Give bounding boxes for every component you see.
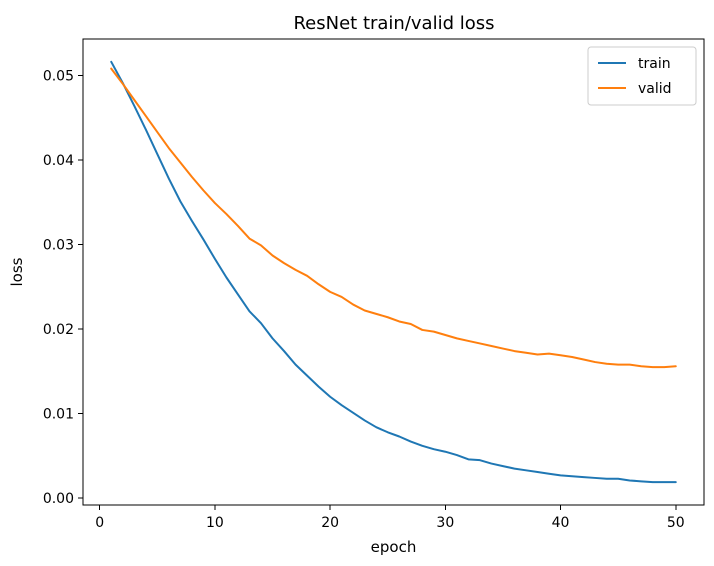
x-tick-label: 0 xyxy=(95,515,104,531)
x-axis-ticks: 0 10 20 30 40 50 xyxy=(95,505,685,531)
series-line-train xyxy=(110,60,677,484)
x-tick-label: 20 xyxy=(321,515,339,531)
x-tick-label: 40 xyxy=(552,515,570,531)
y-tick-label: 0.03 xyxy=(43,238,74,254)
y-tick-label: 0.04 xyxy=(43,153,74,169)
chart-title: ResNet train/valid loss xyxy=(293,13,494,34)
x-tick-label: 10 xyxy=(206,515,224,531)
legend-box xyxy=(587,46,697,106)
y-tick-label: 0.05 xyxy=(43,68,74,84)
series-line-valid xyxy=(110,67,677,369)
x-axis-label: epoch xyxy=(371,538,417,556)
y-tick-label: 0.01 xyxy=(43,407,74,423)
legend-label-valid: valid xyxy=(638,81,672,97)
legend: train valid xyxy=(587,46,697,106)
legend-label-train: train xyxy=(638,56,671,72)
y-tick-label: 0.02 xyxy=(43,322,74,338)
x-tick-label: 50 xyxy=(667,515,685,531)
series-layer xyxy=(110,60,677,484)
plot-frame xyxy=(82,38,705,506)
x-tick-label: 30 xyxy=(436,515,454,531)
y-axis-label: loss xyxy=(8,257,26,286)
y-tick-label: 0.00 xyxy=(43,491,74,507)
y-axis-ticks: 0.00 0.01 0.02 0.03 0.04 0.05 xyxy=(43,68,83,507)
